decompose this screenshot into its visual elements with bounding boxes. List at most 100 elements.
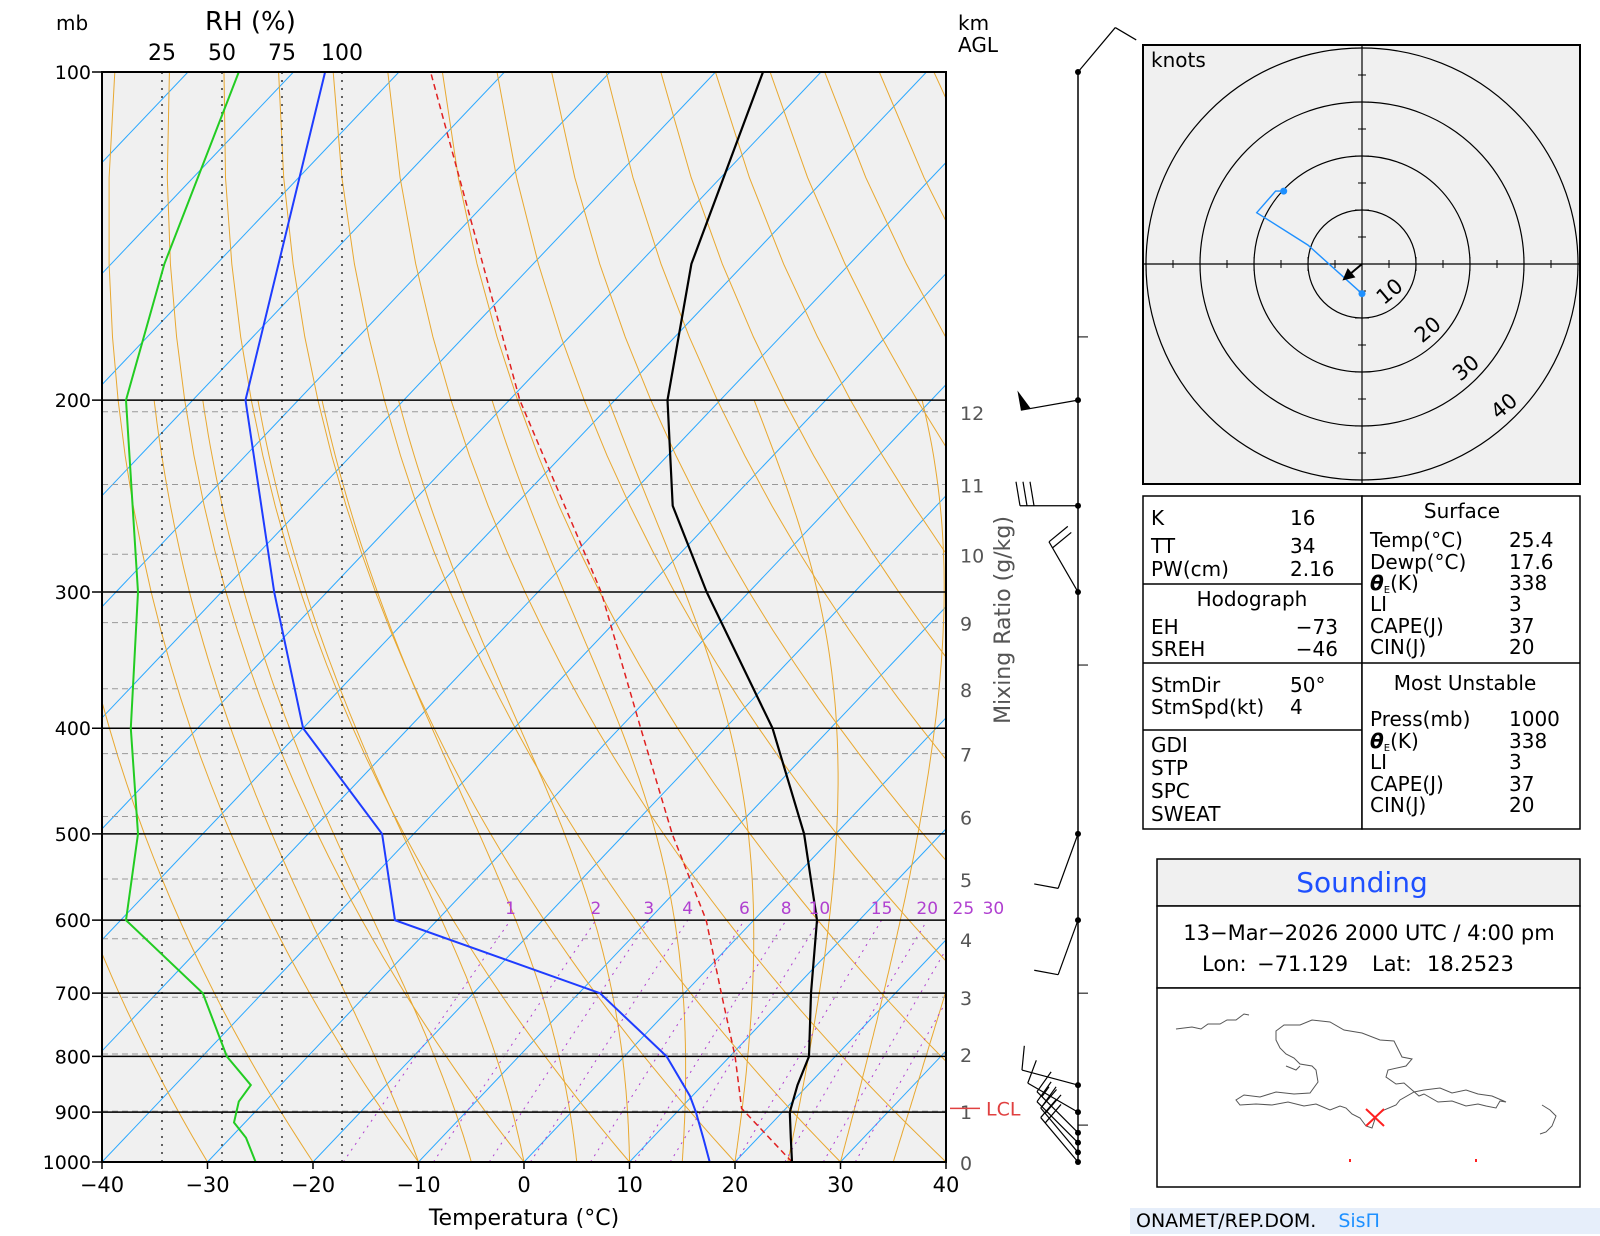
isotherm-line [207, 383, 946, 1162]
dry-adiabat-line [605, 72, 946, 761]
mixing-ratio-label: 25 [953, 899, 975, 919]
hodo-start-point [1358, 290, 1366, 298]
rh-tick-label: 100 [321, 41, 363, 66]
tt-value: 34 [1290, 534, 1315, 558]
wind-barb [1017, 390, 1081, 411]
wind-barb [1015, 481, 1081, 509]
stmspd-value: 4 [1290, 695, 1303, 719]
mu-li-label: LI [1370, 750, 1387, 774]
k-value: 16 [1290, 506, 1315, 530]
tt-label: TT [1150, 534, 1176, 558]
lon-label: Lon: [1202, 952, 1247, 976]
surface-temp-value: 25.4 [1509, 528, 1554, 552]
pressure-tick-label: 900 [55, 1102, 91, 1124]
lat-value: 18.2523 [1427, 952, 1514, 976]
storm-motion-arrowhead [1342, 268, 1356, 281]
pressure-tick-label: 600 [55, 910, 91, 932]
surface-cape-label: CAPE(J) [1370, 614, 1444, 638]
mixing-ratio-label: 10 [809, 899, 831, 919]
surface-cin-value: 20 [1509, 635, 1534, 659]
mixing-ratio-label: 30 [983, 899, 1005, 919]
height-unit-label: km [958, 11, 989, 35]
rh-axis-label: RH (%) [205, 7, 296, 37]
height-label: 3 [960, 988, 972, 1010]
sounding-info-box: Sounding 13−Mar−2026 2000 UTC / 4:00 pm … [1156, 858, 1581, 1188]
rh-tick-label: 50 [208, 41, 236, 66]
hodo-ring [1307, 209, 1417, 319]
stmdir-label: StmDir [1151, 673, 1221, 697]
isotherm-line [102, 72, 294, 275]
wind-barb [1036, 1071, 1081, 1136]
temperature-profile [666, 72, 819, 1162]
rh-tick-label: 75 [268, 41, 296, 66]
isotherm-line [734, 939, 946, 1162]
hodo-ring [1145, 47, 1579, 481]
hodograph-unit-label: knots [1151, 48, 1206, 72]
surface-thetae-value: 338 [1509, 571, 1547, 595]
pressure-unit-label: mb [56, 11, 88, 35]
pressure-tick-label: 300 [55, 582, 91, 604]
height-label: 7 [960, 745, 972, 767]
most-unstable-title: Most Unstable [1394, 671, 1537, 695]
sreh-label: SREH [1151, 637, 1205, 661]
indices-table: K 16 TT 34 PW(cm) 2.16 Hodograph EH −73 … [1142, 495, 1581, 830]
pw-label: PW(cm) [1151, 557, 1229, 581]
pressure-tick-label: 400 [55, 718, 91, 740]
mixing-ratio-label: 4 [682, 899, 693, 919]
gdi-label: GDI [1151, 733, 1188, 757]
height-label: 5 [960, 870, 972, 892]
mixing-ratio-label: 8 [781, 899, 792, 919]
height-label: 0 [960, 1153, 972, 1175]
dry-adiabat-line [166, 72, 525, 1162]
isotherm-line [102, 72, 505, 497]
mixing-ratio-label: 3 [643, 899, 654, 919]
height-agl-label: AGL [958, 33, 999, 57]
surface-li-label: LI [1370, 592, 1387, 616]
stp-label: STP [1151, 756, 1188, 780]
mixing-ratio-label: 6 [739, 899, 750, 919]
wind-barb [1034, 917, 1081, 976]
profiles [124, 72, 819, 1162]
rh-grid-lines [161, 72, 343, 1162]
x-tick-label: 0 [517, 1173, 530, 1197]
x-axis-label: Temperatura (°C) [428, 1206, 619, 1231]
x-tick-label: −30 [185, 1173, 229, 1197]
surface-thetae-label: θE(K) [1370, 571, 1419, 596]
surface-cin-label: CIN(J) [1370, 635, 1426, 659]
footer-system: SisΠ [1338, 1210, 1380, 1232]
hodograph-trace [1255, 190, 1363, 295]
pressure-tick-label: 100 [55, 62, 91, 84]
mixing-ratio-label: 15 [871, 899, 893, 919]
x-tick-label: −10 [396, 1173, 440, 1197]
footer-bar: ONAMET/REP.DOM. SisΠ [1130, 1208, 1600, 1234]
pressure-tick-label: 200 [55, 390, 91, 412]
hodo-ring [1199, 101, 1525, 427]
x-tick-label: 40 [933, 1173, 960, 1197]
height-label: 9 [960, 614, 972, 636]
wind-barbs [1015, 27, 1137, 1165]
mixing-ratio-line [669, 919, 820, 1162]
mu-press-value: 1000 [1509, 707, 1560, 731]
wind-barb [1034, 830, 1081, 889]
dry-adiabat-line [223, 72, 630, 1162]
eh-value: −73 [1296, 615, 1338, 639]
dewpoint-profile [244, 72, 711, 1162]
hispaniola-map [1175, 1013, 1557, 1135]
isotherm-line [523, 717, 946, 1162]
isotherm-line [102, 72, 927, 941]
surface-cape-value: 37 [1509, 614, 1534, 638]
x-tick-label: −20 [291, 1173, 335, 1197]
rh-profile [124, 72, 257, 1162]
height-label: 10 [960, 545, 984, 567]
pressure-tick-label: 500 [55, 824, 91, 846]
isotherm-line [102, 72, 611, 608]
surface-dewp-label: Dewp(°C) [1370, 550, 1466, 574]
mu-thetae-value: 338 [1509, 729, 1547, 753]
surface-title: Surface [1424, 499, 1500, 523]
surface-dewp-value: 17.6 [1509, 550, 1554, 574]
isotherm-line [629, 828, 946, 1162]
pressure-tick-label: 800 [55, 1046, 91, 1068]
location-marker [1349, 1108, 1477, 1162]
pressure-tick-label: 700 [55, 983, 91, 1005]
sreh-value: −46 [1296, 637, 1338, 661]
